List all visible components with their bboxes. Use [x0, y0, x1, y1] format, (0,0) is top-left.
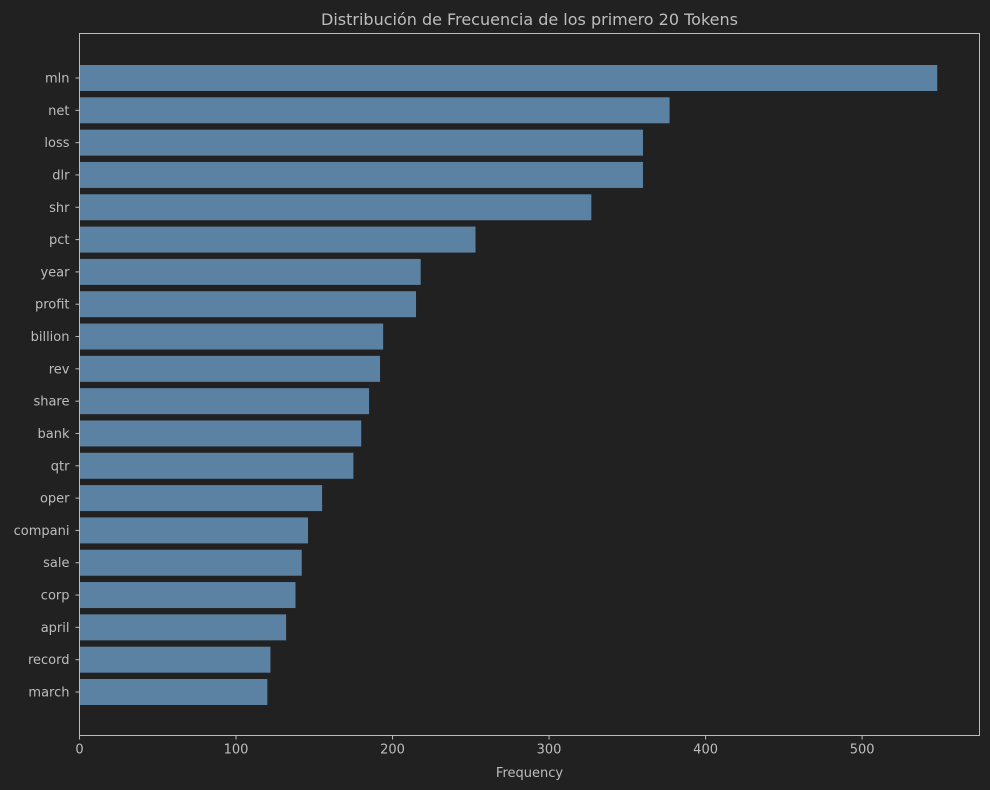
y-tick-label: year [40, 265, 70, 280]
y-tick-label: shr [49, 201, 70, 216]
y-tick-label: profit [35, 298, 70, 313]
y-tick-label: record [28, 653, 70, 668]
y-tick-label: rev [49, 362, 70, 377]
bar-mln [79, 65, 938, 91]
bar-april [79, 614, 287, 641]
x-axis-label: Frequency [496, 766, 563, 781]
bar-loss [79, 129, 643, 156]
y-tick-label: march [28, 686, 69, 701]
bar-sale [79, 549, 302, 576]
bar-oper [79, 485, 323, 512]
bar-profit [79, 291, 417, 318]
x-tick-label: 0 [75, 743, 83, 758]
bar-net [79, 97, 670, 124]
bar-share [79, 388, 370, 415]
bar-compani [79, 517, 309, 544]
chart-title: Distribución de Frecuencia de los primer… [321, 10, 738, 29]
y-tick-label: oper [40, 492, 70, 507]
bars-group [79, 65, 938, 705]
bar-bank [79, 420, 362, 447]
y-tick-label: mln [45, 72, 70, 87]
bar-corp [79, 582, 296, 609]
y-tick-label: april [41, 621, 70, 636]
bar-march [79, 679, 268, 705]
y-tick-label: qtr [51, 459, 70, 474]
bar-record [79, 646, 271, 673]
bar-shr [79, 194, 592, 221]
x-tick-label: 500 [850, 743, 875, 758]
bar-dlr [79, 161, 643, 188]
x-tick-label: 300 [537, 743, 562, 758]
bar-pct [79, 226, 476, 253]
y-tick-label: billion [31, 330, 70, 345]
y-tick-label: corp [41, 589, 70, 604]
x-tick-label: 200 [380, 743, 405, 758]
x-tick-label: 100 [224, 743, 249, 758]
x-tick-label: 400 [693, 743, 718, 758]
y-tick-label: pct [49, 233, 70, 248]
plot-frame [79, 33, 980, 736]
y-tick-label: compani [14, 524, 70, 539]
bar-rev [79, 355, 381, 382]
x-axis: 0 100 200 300 400 500 [75, 735, 875, 758]
y-tick-label: loss [44, 136, 69, 151]
bar-qtr [79, 452, 354, 479]
y-tick-label: sale [43, 556, 69, 571]
bar-billion [79, 323, 384, 350]
y-axis: mln net loss dlr shr pct year profit billion rev s… [14, 72, 80, 701]
y-tick-label: dlr [52, 168, 70, 183]
y-tick-label: share [33, 395, 69, 410]
y-tick-label: net [48, 104, 69, 119]
bar-year [79, 258, 421, 285]
y-tick-label: bank [38, 427, 70, 442]
